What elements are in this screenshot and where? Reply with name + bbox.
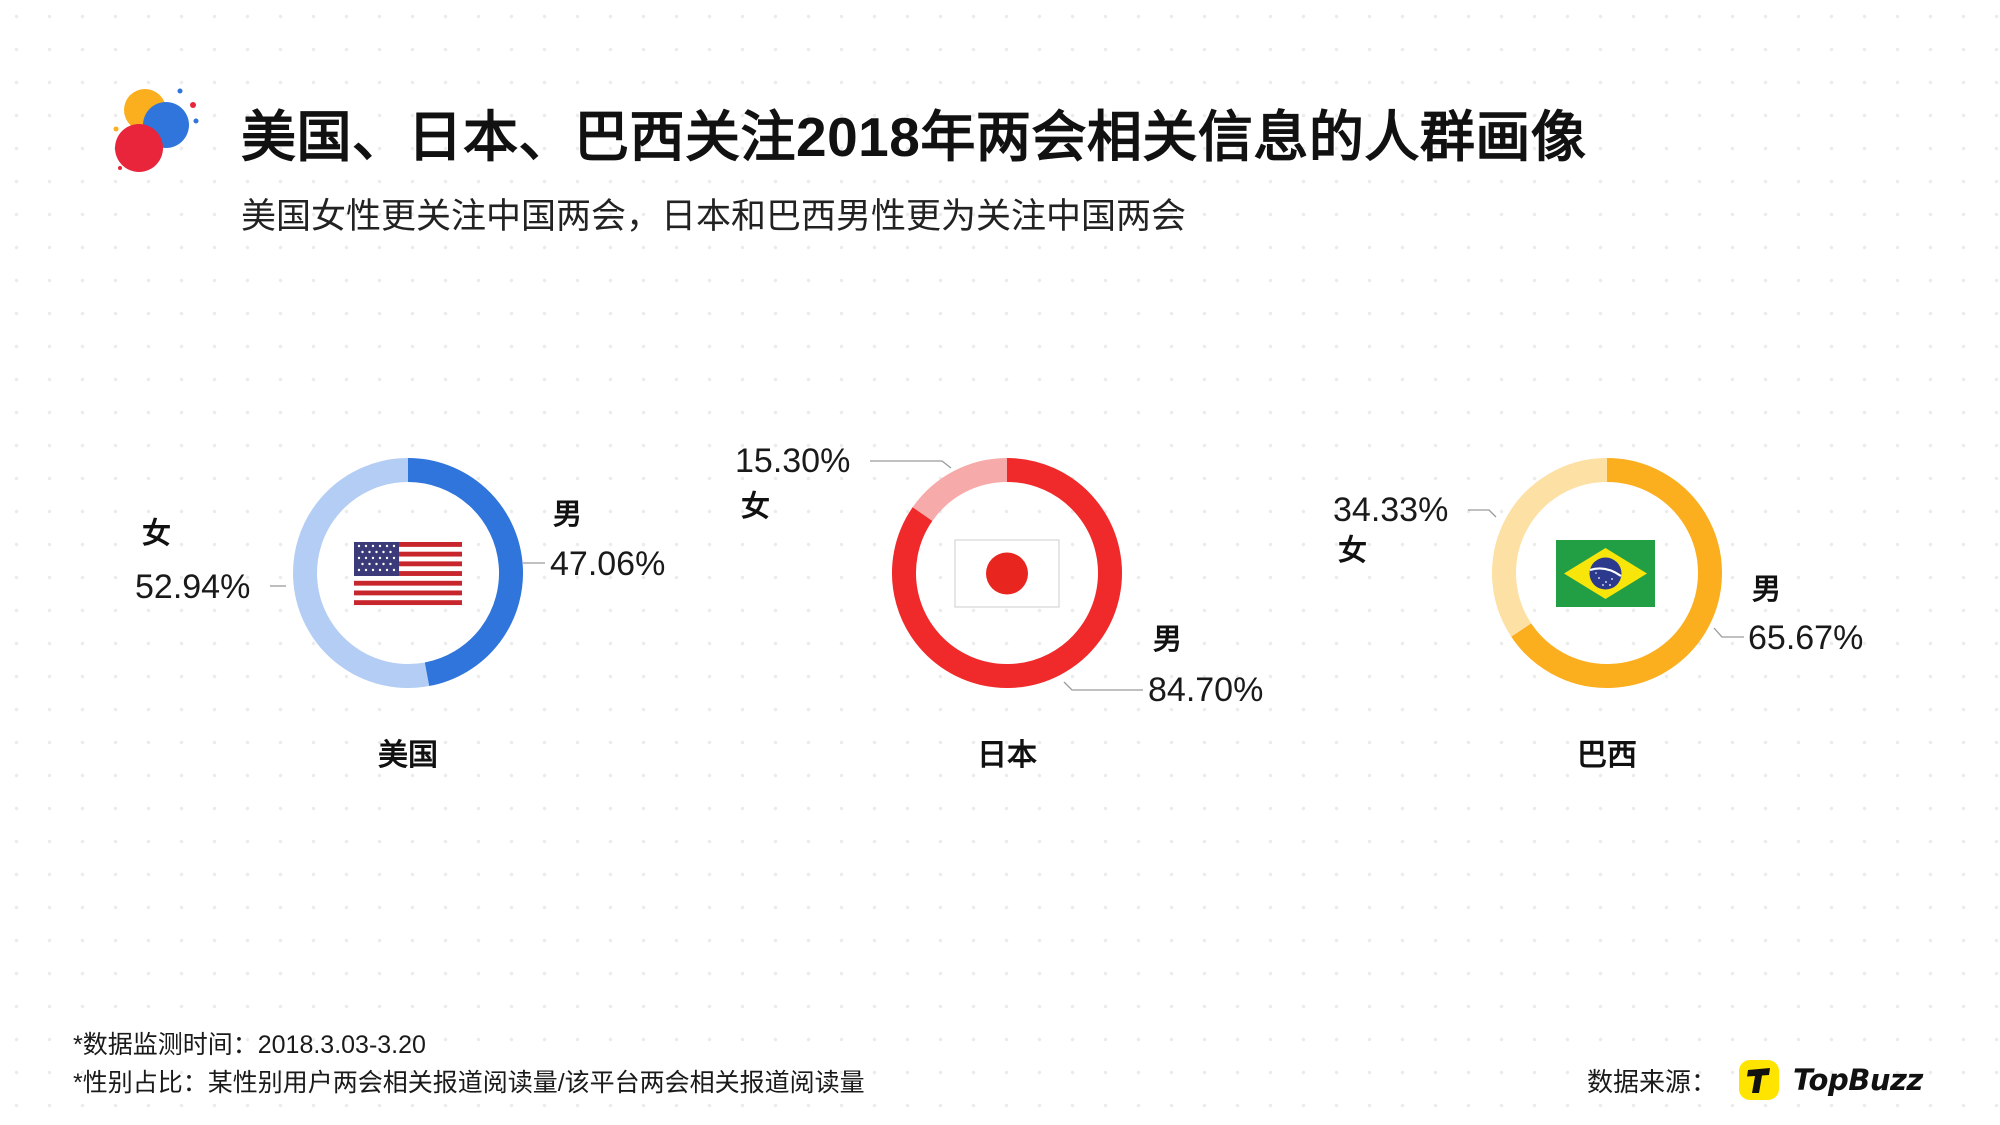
chart-usa: 男 47.06% 女 52.94% 美国 — [135, 458, 665, 773]
japan-male-leader-line — [1063, 681, 1143, 691]
footnote-monitoring-time: *数据监测时间：2018.3.03-3.20 — [73, 1031, 426, 1059]
footer-notes: *数据监测时间：2018.3.03-3.20 *性别占比：某性别用户两会相关报道… — [73, 1026, 865, 1102]
japan-male-label: 男 — [1153, 622, 1182, 656]
footnote-gender-ratio: *性别占比：某性别用户两会相关报道阅读量/该平台两会相关报道阅读量 — [73, 1069, 865, 1097]
japan-male-value: 84.70% — [1148, 671, 1263, 709]
japan-flag-icon — [954, 539, 1060, 608]
brazil-female-slice — [1492, 458, 1608, 637]
brazil-donut — [1492, 458, 1722, 688]
usa-flag-icon — [354, 542, 462, 606]
brazil-country-label: 巴西 — [1577, 738, 1637, 773]
chart-brazil: 男 65.67% 34.33% 女 巴西 — [1333, 458, 1863, 773]
usa-female-label: 女 — [142, 516, 171, 550]
topbuzz-logo-icon — [1739, 1060, 1780, 1100]
data-source: 数据来源： TopBuzz — [1587, 1060, 1923, 1100]
brand-circles-icon — [113, 88, 199, 172]
usa-donut — [293, 458, 523, 688]
usa-female-slice — [293, 458, 430, 688]
brazil-male-label: 男 — [1752, 572, 1781, 606]
brazil-male-leader-line — [1713, 627, 1744, 638]
brazil-male-slice — [1511, 458, 1722, 688]
source-label: 数据来源： — [1587, 1066, 1718, 1097]
page-title: 美国、日本、巴西关注2018年两会相关信息的人群画像 — [241, 106, 1587, 168]
usa-male-slice — [407, 458, 523, 687]
japan-female-value: 15.30% — [735, 442, 850, 480]
topbuzz-brand-text: TopBuzz — [1793, 1063, 1923, 1097]
japan-female-leader-line — [870, 460, 952, 469]
brazil-flag-icon — [1556, 540, 1655, 607]
usa-male-value: 47.06% — [550, 545, 665, 583]
chart-japan: 男 84.70% 15.30% 女 日本 — [735, 442, 1263, 773]
japan-female-slice — [912, 458, 1008, 522]
brazil-female-value: 34.33% — [1333, 491, 1448, 529]
page-subtitle: 美国女性更关注中国两会，日本和巴西男性更为关注中国两会 — [241, 197, 1187, 236]
brazil-male-value: 65.67% — [1748, 619, 1863, 657]
japan-country-label: 日本 — [977, 738, 1037, 773]
usa-country-label: 美国 — [378, 738, 438, 773]
japan-female-label: 女 — [741, 489, 770, 523]
usa-male-label: 男 — [553, 497, 582, 531]
brazil-female-leader-line — [1468, 509, 1497, 518]
usa-female-value: 52.94% — [135, 568, 250, 606]
japan-male-slice — [892, 458, 1122, 688]
brazil-female-label: 女 — [1338, 533, 1367, 567]
japan-donut — [892, 458, 1122, 688]
